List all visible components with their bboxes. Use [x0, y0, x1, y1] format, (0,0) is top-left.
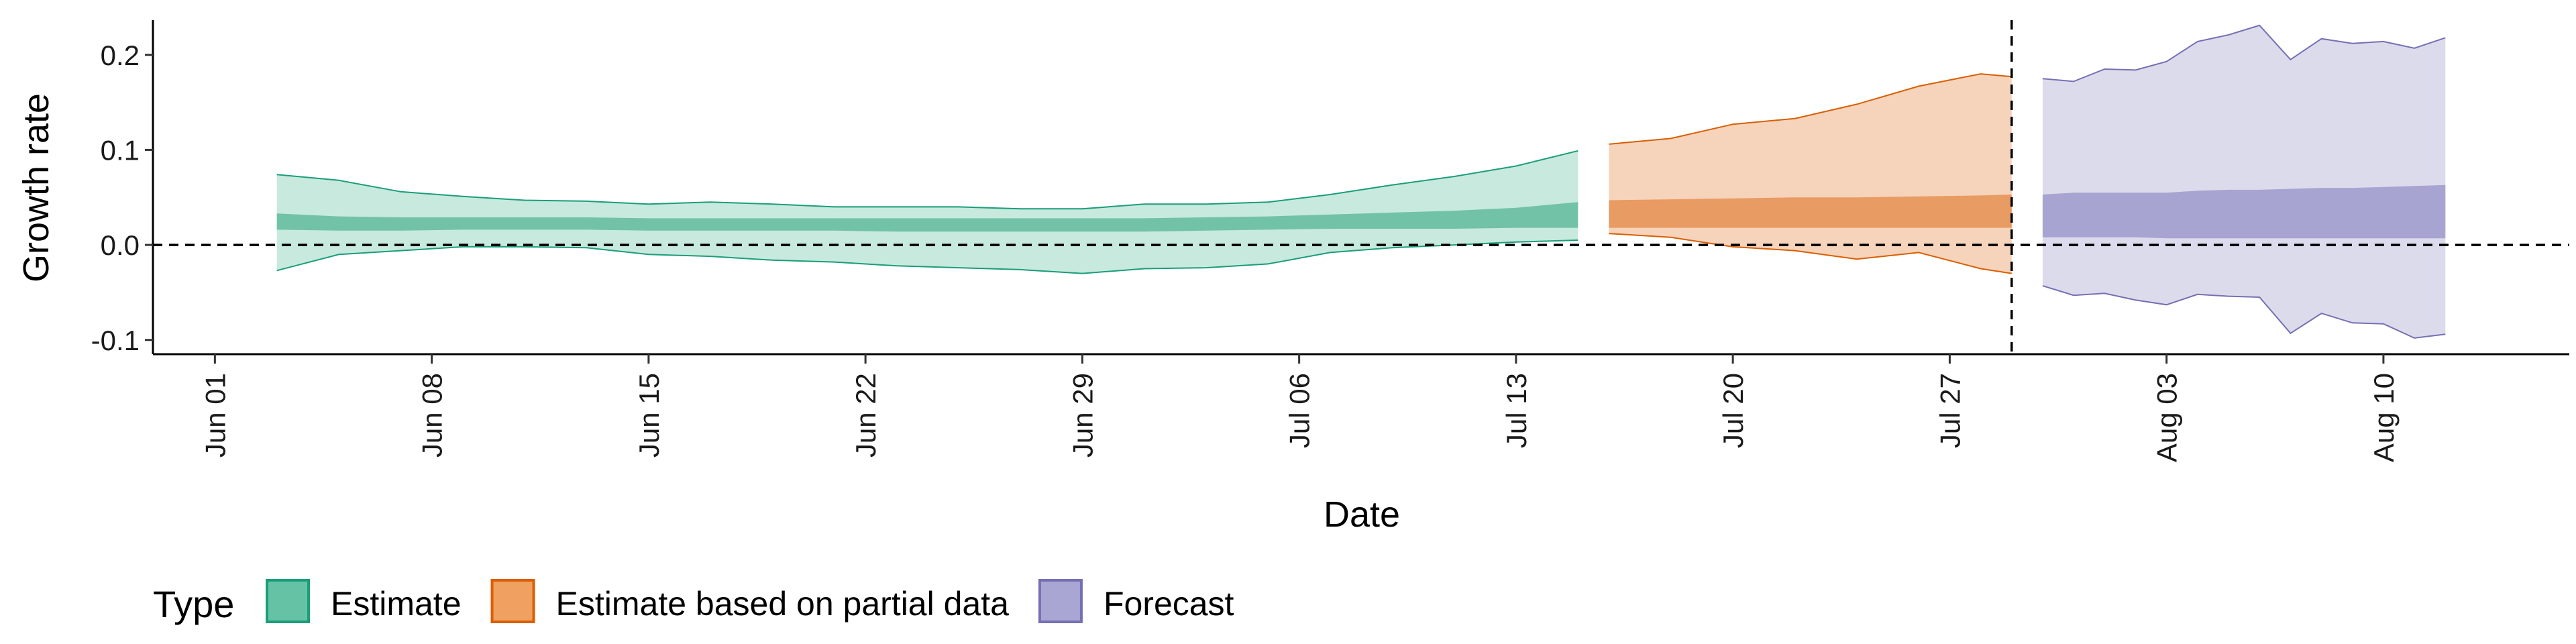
forecast-inner-band	[2042, 184, 2446, 239]
legend-key-forecast	[1038, 579, 1083, 623]
series-bands	[276, 24, 2446, 339]
series-estimate-based-on-partial-data	[1609, 73, 2012, 274]
forecast-upper-line	[2042, 24, 2446, 83]
axes: 0.2 0.1 0.0 -0.1 Jun 01 Jun 08 Jun 15 Jun 22 Jun…	[91, 20, 2569, 462]
legend-key-estimate	[266, 579, 310, 623]
estimate-upper-line	[276, 150, 1578, 210]
estimate-based-on-partial-data-upper-line	[1609, 73, 2012, 145]
legend-label-estimate-based-on-partial-data: Estimate based on partial data	[556, 585, 1010, 623]
legend-title: Type	[153, 583, 234, 625]
x-tick-label: Jun 08	[417, 373, 448, 458]
series-estimate	[276, 150, 1578, 274]
legend-label-forecast: Forecast	[1104, 585, 1234, 623]
forecast-lower-line	[2042, 285, 2446, 339]
legend: Type Estimate Estimate based on partial d…	[153, 579, 1234, 625]
estimate-based-on-partial-data-lower-line	[1609, 233, 2012, 274]
x-tick-label: Jun 22	[850, 373, 881, 458]
x-tick-label: Jul 13	[1501, 373, 1532, 448]
y-tick-label: 0.2	[101, 40, 140, 71]
estimate-based-on-partial-data-inner-band	[1609, 195, 2012, 228]
x-tick-label: Jul 06	[1284, 373, 1316, 448]
estimate-based-on-partial-data-outer-band	[1609, 74, 2012, 274]
x-tick-label: Jul 27	[1934, 373, 1966, 448]
forecast-outer-band	[2042, 25, 2446, 338]
x-axis-title: Date	[1324, 494, 1400, 535]
estimate-outer-band	[276, 150, 1578, 274]
legend-label-estimate: Estimate	[331, 585, 462, 623]
y-tick-label: -0.1	[91, 325, 140, 356]
y-axis-title: Growth rate	[16, 93, 56, 282]
reference-lines	[153, 20, 2569, 354]
x-tick-label: Jun 01	[199, 373, 231, 458]
legend-key-estimate-based-on-partial-data	[490, 579, 535, 623]
x-tick-label: Aug 03	[2151, 373, 2183, 462]
x-tick-label: Jun 29	[1067, 373, 1098, 458]
y-tick-label: 0.1	[101, 134, 140, 166]
x-tick-label: Jun 15	[633, 373, 665, 458]
estimate-inner-band	[276, 202, 1578, 232]
x-tick-label: Aug 10	[2368, 373, 2400, 462]
x-tick-label: Jul 20	[1717, 373, 1749, 448]
y-tick-label: 0.0	[101, 229, 140, 261]
estimate-lower-line	[276, 239, 1578, 274]
series-forecast	[2042, 24, 2446, 339]
